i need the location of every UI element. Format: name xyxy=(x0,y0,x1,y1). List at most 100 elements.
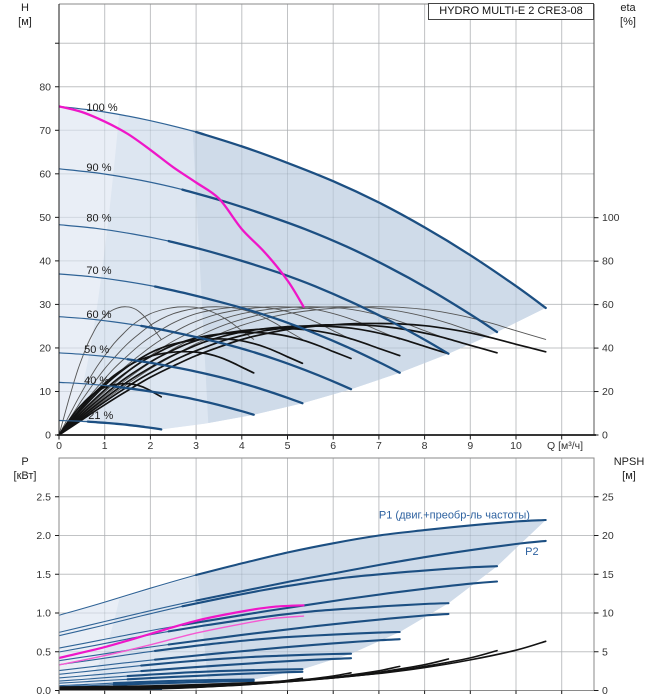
speed-label: 80 % xyxy=(86,213,111,225)
eta-tick-label: 20 xyxy=(602,386,614,398)
q-tick-label: 7 xyxy=(376,440,382,452)
p-tick-label: 0.0 xyxy=(36,685,51,697)
p1-curve-bold xyxy=(153,630,401,652)
npsh-curves xyxy=(59,640,547,691)
p2-curve-bold xyxy=(140,657,353,673)
p2-curve-bold xyxy=(167,612,450,646)
h-tick-label: 40 xyxy=(39,255,51,267)
q-tick-label: 10 xyxy=(510,440,522,452)
duty-p1-curve xyxy=(59,604,305,660)
p2-curve-bold xyxy=(126,670,304,681)
h-axis-title: H [м] xyxy=(8,2,42,29)
bottom-grid-overlay xyxy=(59,458,594,691)
power-curve-label: P1 (двиг.+преобр-ль частоты) xyxy=(379,509,530,521)
speed-curve-bold xyxy=(153,285,401,374)
power-curve-label: P2 xyxy=(525,546,538,558)
p1-curve-bold xyxy=(140,652,353,667)
h-tick-label: 30 xyxy=(39,299,51,311)
h-tick-label: 50 xyxy=(39,212,51,224)
eta-pump-curve xyxy=(59,306,162,435)
power-curve-labels: P1 (двиг.+преобр-ль частоты) P2 xyxy=(379,509,539,557)
eta-tick-label: 40 xyxy=(602,343,614,355)
p-axis-symbol: P xyxy=(21,456,29,468)
p-tick-label: 2.0 xyxy=(36,530,51,542)
speed-curve-bold xyxy=(167,239,450,355)
q-tick-label: 1 xyxy=(102,440,108,452)
eta-tick-label: 100 xyxy=(602,212,620,224)
speed-curve-bold xyxy=(86,420,163,431)
eta-axis-title: eta [%] xyxy=(606,2,650,29)
eta-axis-symbol: eta xyxy=(620,2,636,14)
npsh-tick-label: 0 xyxy=(602,685,608,697)
p-tick-label: 0.5 xyxy=(36,646,51,658)
h-axis-unit: [м] xyxy=(18,15,32,28)
duty-curve xyxy=(59,105,305,308)
speed-labels: 100 % 90 % 80 % 70 % 60 % 50 % 40 % 21 % xyxy=(84,102,118,422)
eta-overall-curve xyxy=(59,331,352,435)
speed-label: 60 % xyxy=(86,309,111,321)
p2-curve-bold xyxy=(153,638,401,661)
q-tick-label: 8 xyxy=(422,440,428,452)
p-axis-unit: [кВт] xyxy=(13,469,37,482)
eta-pump-curve xyxy=(59,306,547,435)
speed-label: 21 % xyxy=(88,410,113,422)
p2-curve-bold xyxy=(181,580,499,627)
p1-curve-bold xyxy=(112,678,255,685)
npsh-tick-label: 20 xyxy=(602,530,614,542)
npsh-axis-title: NPSH [м] xyxy=(602,456,656,483)
p1-curve-bold xyxy=(167,602,450,633)
npsh-tick-label: 25 xyxy=(602,491,614,503)
q-tick-label: 9 xyxy=(467,440,473,452)
npsh-axis-unit: [м] xyxy=(622,469,636,482)
q-tick-label: 5 xyxy=(285,440,291,452)
bottom-chart xyxy=(59,458,594,691)
eta-pump-curve xyxy=(59,306,255,435)
q-tick-label: 6 xyxy=(330,440,336,452)
speed-curves xyxy=(59,105,547,431)
p-tick-label: 1.0 xyxy=(36,608,51,620)
p2-curve-bold xyxy=(112,679,255,686)
eta-axis-unit: [%] xyxy=(620,15,636,28)
h-tick-label: 80 xyxy=(39,81,51,93)
npsh-tick-label: 10 xyxy=(602,608,614,620)
p-tick-label: 2.5 xyxy=(36,491,51,503)
h-tick-label: 20 xyxy=(39,342,51,354)
q-tick-label: 2 xyxy=(147,440,153,452)
q-axis-label: Q [м³/ч] xyxy=(547,440,583,452)
p-axis-title: P [кВт] xyxy=(4,456,46,483)
h-tick-label: 0 xyxy=(45,430,51,442)
h-tick-label: 60 xyxy=(39,168,51,180)
eta-tick-label: 60 xyxy=(602,299,614,311)
pump-model-title: HYDRO MULTI-E 2 CRE3-08 xyxy=(428,3,594,20)
q-tick-label: 4 xyxy=(239,440,245,452)
power-curves xyxy=(59,518,547,691)
p1-curve-bold xyxy=(195,518,547,577)
p1-curve-bold xyxy=(126,668,304,678)
duty-p2-curve xyxy=(59,615,305,666)
npsh-axis-symbol: NPSH xyxy=(613,456,645,468)
p1-curve-bold xyxy=(181,565,499,608)
eta-tick-label: 80 xyxy=(602,256,614,268)
speed-curve-bold xyxy=(181,188,499,334)
speed-label: 70 % xyxy=(86,265,111,277)
speed-curve-bold xyxy=(140,324,353,391)
top-chart xyxy=(59,4,594,435)
h-axis-symbol: H xyxy=(21,2,29,14)
q-tick-label: 0 xyxy=(56,440,62,452)
top-grid-overlay xyxy=(59,4,594,435)
speed-label: 40 % xyxy=(84,375,109,387)
q-tick-label: 3 xyxy=(193,440,199,452)
h-tick-label: 70 xyxy=(39,125,51,137)
p2-curve-bold xyxy=(195,539,547,602)
eta-pump-curve xyxy=(59,306,498,435)
eta-pump-curve xyxy=(59,306,352,435)
speed-label: 100 % xyxy=(86,102,117,114)
speed-curve-bold xyxy=(126,358,304,405)
bottom-axes: 0.0 0.5 1.0 1.5 2.0 2.5 0 5 10 15 20 25 xyxy=(36,457,614,697)
speed-label: 90 % xyxy=(86,162,111,174)
eta-tick-label: 0 xyxy=(602,430,608,442)
npsh-tick-label: 5 xyxy=(602,646,608,658)
h-tick-label: 10 xyxy=(39,386,51,398)
